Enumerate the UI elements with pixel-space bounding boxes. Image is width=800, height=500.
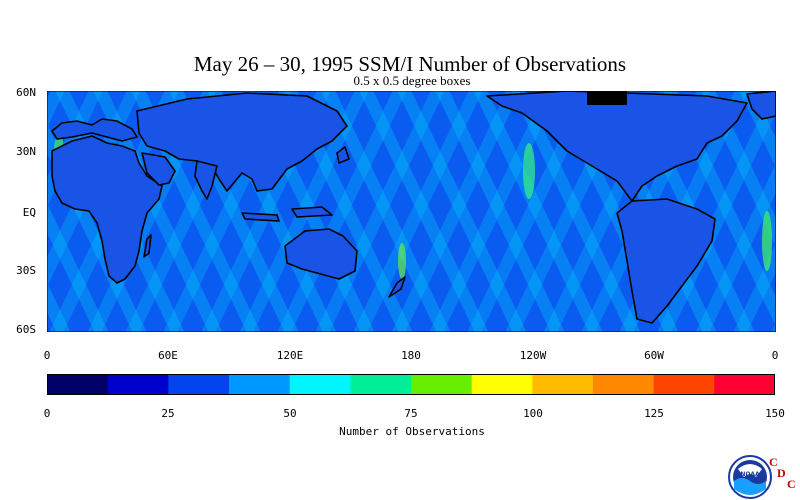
- lon-label-60w: 60W: [644, 349, 664, 362]
- new-zealand: [388, 276, 406, 298]
- colorbar-tick-50: 50: [283, 407, 297, 420]
- colorbar-box: [47, 374, 109, 395]
- africa: [51, 135, 163, 284]
- colorbar-box: [532, 374, 594, 395]
- swath-band: [435, 91, 565, 332]
- land-masses: [51, 91, 776, 324]
- colorbar-box: [714, 374, 775, 395]
- colorbar-box: [350, 374, 412, 395]
- australia: [284, 228, 358, 280]
- colorbar-box: [229, 374, 291, 395]
- lat-label-60n: 60N: [16, 86, 36, 99]
- lat-label-eq: EQ: [22, 206, 36, 219]
- madagascar: [143, 234, 152, 258]
- colorbar-tick-150: 150: [765, 407, 785, 420]
- swath-band: [733, 242, 776, 332]
- colorbar-box: [411, 374, 473, 395]
- colorbar: [47, 374, 775, 395]
- colorbar-box: [653, 374, 715, 395]
- swath-band: [283, 91, 413, 332]
- swath-band: [47, 203, 109, 332]
- noaa-emblem-text: NOAA: [740, 471, 760, 478]
- colorbar-box: [107, 374, 169, 395]
- lon-label-0-left: 0: [43, 349, 51, 362]
- swath-band: [397, 91, 527, 332]
- lat-label-60s: 60S: [16, 323, 36, 336]
- swath-band: [511, 91, 641, 332]
- lat-label-30n: 30N: [16, 145, 36, 158]
- swath-band: [391, 91, 521, 332]
- map-title: May 26 – 30, 1995 SSM/I Number of Observ…: [193, 52, 627, 76]
- colorbar-box: [168, 374, 230, 395]
- map-subtitle: 0.5 x 0.5 degree boxes: [353, 73, 471, 88]
- colorbar-tick-100: 100: [523, 407, 543, 420]
- india: [194, 160, 218, 200]
- arabia: [141, 152, 176, 186]
- colorbar-title: Number of Observations: [339, 425, 485, 438]
- colorbar-box: [593, 374, 655, 395]
- lon-label-60e: 60E: [158, 349, 178, 362]
- noaa-logo: NOAA: [728, 455, 772, 499]
- lon-label-120w: 120W: [519, 349, 547, 362]
- indonesia: [241, 206, 333, 222]
- swath-band: [359, 91, 489, 332]
- swath-band: [467, 91, 597, 332]
- south-america: [616, 198, 716, 324]
- lon-label-0-right: 0: [771, 349, 779, 362]
- swath-band: [353, 91, 483, 332]
- swath-band: [321, 91, 451, 332]
- patch: [398, 243, 406, 279]
- swath-band: [695, 163, 776, 332]
- colorbar-box: [289, 374, 351, 395]
- colorbar-box: [471, 374, 533, 395]
- swath-band: [739, 91, 776, 168]
- japan: [336, 146, 350, 164]
- patch: [523, 143, 535, 199]
- swath-band: [473, 91, 603, 332]
- map-panel: [47, 91, 776, 332]
- colorbar-tick-75: 75: [404, 407, 418, 420]
- europe: [51, 118, 138, 142]
- cdc-letter-d: D: [777, 466, 786, 480]
- lon-label-120e: 120E: [276, 349, 304, 362]
- swath-band: [771, 322, 776, 332]
- cdc-letter-c1: C: [769, 455, 778, 469]
- lat-label-30s: 30S: [16, 264, 36, 277]
- asia: [136, 92, 348, 192]
- patch: [762, 211, 772, 271]
- antarctic-dark-block: [587, 91, 627, 105]
- colorbar-tick-25: 25: [161, 407, 175, 420]
- north-america: [486, 91, 748, 202]
- colorbar-frame: [47, 374, 775, 395]
- lon-label-180: 180: [401, 349, 421, 362]
- colorbar-tick-125: 125: [644, 407, 664, 420]
- cdc-letter-c2: C: [787, 477, 796, 491]
- colorbar-tick-0: 0: [43, 407, 51, 420]
